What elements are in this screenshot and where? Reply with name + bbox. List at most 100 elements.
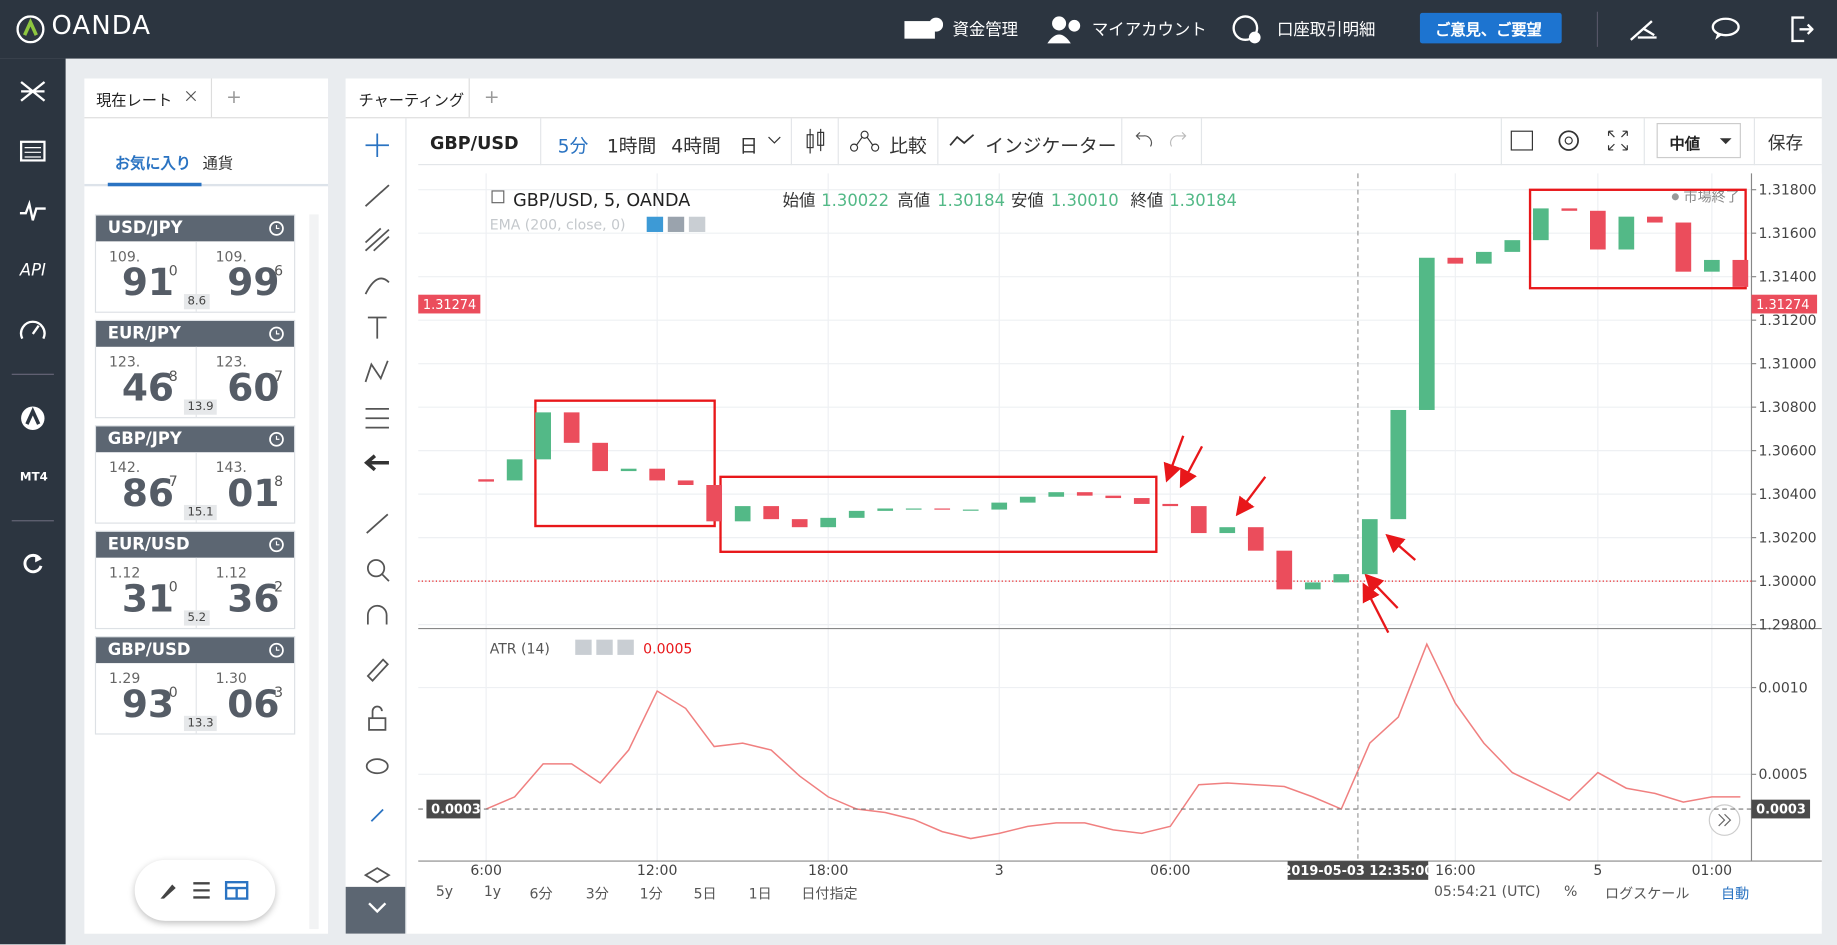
menu-funds[interactable]: 資金管理	[952, 21, 1019, 40]
rate-card[interactable]: EUR/JPY 123. 46 8 123. 60 7 13.9	[94, 319, 296, 419]
x-tick-label: 18:00	[808, 863, 848, 879]
annotation-box	[534, 399, 716, 528]
ask-big: 01	[227, 470, 280, 516]
logout-icon[interactable]	[1790, 15, 1814, 43]
interval[interactable]: 日	[739, 134, 759, 157]
rate-card[interactable]: USD/JPY 109. 91 0 109. 99 6 8.6	[94, 214, 296, 313]
account-icon	[1047, 16, 1081, 44]
legend-value: 1.30022	[821, 191, 889, 210]
candle	[962, 509, 979, 511]
price-type-select[interactable]: 中値	[1656, 123, 1741, 159]
add-tab[interactable]: +	[483, 85, 500, 108]
log-scale[interactable]: ログスケール	[1605, 885, 1690, 903]
y-tick-label: 1.29800	[1759, 617, 1817, 633]
nav-api[interactable]: API	[19, 261, 46, 281]
indicator-settings[interactable]	[596, 639, 613, 655]
feedback-button[interactable]: ご意見、ご要望	[1419, 12, 1562, 44]
nav-icon[interactable]	[21, 552, 44, 575]
candle	[1704, 259, 1720, 272]
y-tick-label: 1.31200	[1759, 313, 1817, 329]
history-icon	[1232, 15, 1261, 44]
nav-icon[interactable]	[19, 140, 46, 162]
clock-icon[interactable]	[268, 431, 284, 447]
compare-icon[interactable]	[849, 128, 880, 154]
toolbar-icons[interactable]	[1509, 129, 1650, 155]
candle	[1048, 492, 1065, 497]
symbol[interactable]: GBP/USD	[429, 132, 519, 154]
close-icon[interactable]	[185, 90, 197, 102]
y-tick-label: 1.30400	[1759, 487, 1817, 503]
subtab[interactable]: お気に入り	[114, 155, 191, 174]
compare[interactable]: 比較	[889, 134, 927, 157]
undo-redo[interactable]	[1134, 131, 1193, 150]
indicator-icon[interactable]	[949, 132, 975, 148]
y-tick-label: 1.31400	[1759, 269, 1817, 285]
ask-prefix: 143.	[215, 459, 247, 476]
nav-icon[interactable]	[19, 317, 47, 343]
y-tick-label: 1.30600	[1759, 443, 1817, 459]
rate-card[interactable]: EUR/USD 1.12 31 0 1.12 36 2 5.2	[94, 530, 296, 630]
layout-switcher[interactable]	[134, 859, 276, 921]
subtab[interactable]: 通貨	[202, 155, 234, 174]
rate-card[interactable]: GBP/JPY 142. 86 7 143. 01 8 15.1	[94, 425, 296, 524]
add-tab[interactable]: +	[226, 85, 242, 108]
range[interactable]: 6分	[529, 885, 553, 903]
percent[interactable]: %	[1564, 883, 1578, 900]
collapse-icon[interactable]	[491, 190, 505, 204]
menu-history[interactable]: 口座取引明細	[1277, 21, 1376, 40]
clock-icon[interactable]	[268, 326, 284, 342]
annotation-box	[1528, 188, 1747, 290]
save[interactable]: 保存	[1767, 132, 1804, 154]
price-tag	[1751, 294, 1818, 314]
candle	[1504, 240, 1521, 252]
interval[interactable]: 1時間	[606, 134, 657, 157]
candle	[535, 412, 551, 460]
candle	[1732, 259, 1749, 287]
indicator-settings[interactable]	[575, 639, 592, 655]
candle-icon[interactable]	[805, 128, 826, 156]
logo[interactable]: OANDA	[51, 11, 152, 42]
indicator-toggle[interactable]	[646, 216, 664, 232]
nav-icon[interactable]	[19, 80, 47, 103]
y-tick-label: 0.0005	[1759, 767, 1808, 783]
range[interactable]: 1分	[639, 885, 663, 903]
range[interactable]: 5y	[435, 883, 454, 900]
range[interactable]: 3分	[585, 885, 609, 903]
candle	[677, 480, 694, 486]
candle	[592, 442, 608, 472]
range[interactable]: 1日	[748, 885, 772, 903]
divider	[1643, 118, 1645, 166]
bid-prefix: 123.	[108, 353, 141, 371]
atr-tag	[426, 799, 481, 819]
bid-big: 91	[121, 260, 175, 305]
tab[interactable]: チャーティング	[358, 92, 465, 111]
auto-scale[interactable]: 自動	[1721, 885, 1750, 903]
indicator-remove[interactable]	[617, 639, 634, 655]
chat-icon[interactable]	[1710, 16, 1740, 42]
rate-pair: USD/JPY	[96, 215, 295, 242]
divider	[405, 118, 407, 934]
clock-icon[interactable]	[268, 220, 284, 236]
tab[interactable]: 現在レート	[96, 92, 173, 111]
dropdown[interactable]	[767, 135, 781, 147]
candle	[1190, 506, 1207, 534]
interval[interactable]: 5分	[557, 134, 589, 157]
range[interactable]: 1y	[483, 883, 502, 900]
indicators[interactable]: インジケーター	[985, 134, 1117, 157]
range[interactable]: 5日	[693, 885, 717, 903]
range[interactable]: 日付指定	[801, 885, 858, 903]
nav-icon[interactable]	[19, 199, 47, 222]
spread: 13.9	[183, 399, 218, 415]
interval[interactable]: 4時間	[671, 134, 721, 157]
indicator-settings[interactable]	[667, 216, 685, 232]
bid-small: 0	[168, 578, 178, 596]
indicator-remove[interactable]	[688, 216, 706, 232]
clock-icon[interactable]	[268, 642, 284, 658]
clock-icon[interactable]	[268, 537, 284, 553]
rate-card[interactable]: GBP/USD 1.29 93 0 1.30 06 3 13.3	[94, 636, 296, 735]
nav-icon[interactable]	[20, 405, 46, 431]
candle	[1361, 519, 1378, 575]
nav-mt4[interactable]: MT4	[19, 470, 48, 484]
menu-account[interactable]: マイアカウント	[1091, 21, 1207, 40]
